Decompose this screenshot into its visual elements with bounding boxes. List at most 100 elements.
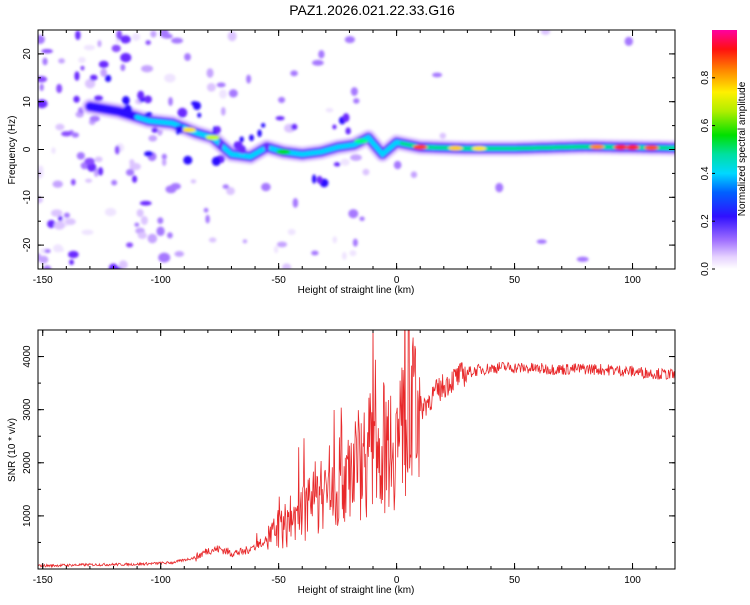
ridge-fragment [218, 141, 224, 149]
x-tick-label: -50 [271, 575, 286, 586]
noise-blob [150, 30, 157, 38]
noise-blob [114, 145, 120, 155]
ridge-fragment [177, 107, 188, 118]
noise-blob [131, 175, 138, 183]
x-tick-label: -50 [271, 275, 286, 286]
noise-blob [118, 260, 128, 269]
noise-blob [332, 236, 337, 244]
snr-panel: -150 -100 -50 0 50 100 1000 2000 3000 4000 Height… [7, 329, 676, 596]
noise-blob [161, 158, 167, 166]
ridge-fragment [104, 74, 112, 83]
x-tick-label: -150 [33, 575, 53, 586]
noise-blob [344, 36, 355, 44]
noise-blob [120, 52, 132, 63]
x-tick-label: 100 [624, 575, 641, 586]
noise-blob [38, 196, 43, 204]
noise-blob [167, 232, 173, 239]
noise-blob [97, 167, 104, 176]
ridge-fragment [137, 90, 145, 101]
noise-blob [439, 132, 447, 139]
noise-blob [156, 226, 165, 237]
spectrogram-ylabel: Frequency (Hz) [7, 116, 18, 185]
noise-blob [120, 64, 126, 72]
noise-blob [161, 153, 167, 160]
ridge-fragment [192, 101, 201, 111]
noise-blob [168, 96, 173, 107]
ridge-fragment [238, 145, 247, 154]
noise-blob [226, 187, 235, 196]
colorbar-tick-label: 0.2 [700, 214, 711, 228]
ridge-fragment [175, 125, 181, 135]
noise-blob [222, 184, 229, 189]
noise-blob [74, 71, 80, 81]
y-tick-label: 1000 [22, 504, 33, 527]
noise-blob [75, 30, 81, 41]
ridge-hotspot [613, 144, 628, 150]
noise-blob [261, 182, 271, 192]
ridge-fragment [144, 151, 154, 157]
x-tick-label: 0 [394, 275, 400, 286]
noise-blob [38, 76, 48, 83]
noise-blob [116, 30, 123, 40]
noise-blob [353, 98, 360, 104]
noise-blob [393, 160, 402, 170]
noise-blob [143, 95, 152, 104]
noise-blob [87, 162, 97, 172]
y-tick-label: 10 [22, 96, 33, 108]
noise-blob [139, 200, 152, 206]
noise-blob [216, 82, 226, 88]
noise-blob [318, 50, 325, 59]
ridge-fragment [291, 123, 298, 131]
noise-blob [145, 40, 151, 45]
x-tick-label: 50 [509, 575, 521, 586]
noise-blob [56, 83, 63, 94]
noise-blob [140, 215, 148, 225]
noise-blob [208, 237, 217, 243]
noise-blob [158, 252, 171, 263]
ridge-hotspot [354, 138, 369, 144]
noise-blob [219, 89, 227, 99]
colorbar-gradient [712, 30, 737, 269]
noise-blob [71, 132, 80, 138]
noise-blob [100, 68, 107, 77]
noise-blob [274, 245, 279, 254]
noise-blob [53, 244, 63, 253]
noise-blob [292, 197, 299, 208]
noise-blob [184, 53, 191, 61]
noise-blob [69, 259, 74, 265]
colorbar-label: Normalized spectral amplitude [737, 81, 748, 216]
ridge-fragment [311, 174, 317, 184]
noise-blob [362, 168, 370, 176]
noise-blob [57, 215, 63, 222]
ridge-fragment [263, 142, 270, 151]
noise-blob [70, 178, 76, 186]
colorbar-tick-label: 0.8 [700, 70, 711, 84]
noise-blob [495, 182, 504, 193]
noise-blob [61, 131, 72, 137]
noise-blob [276, 241, 288, 248]
noise-blob [350, 87, 358, 96]
x-tick-label: -100 [151, 275, 171, 286]
ridge-fragment [214, 125, 221, 135]
y-tick-label: -10 [22, 190, 33, 205]
spectrogram-xlabel: Height of straight line (km) [298, 285, 415, 296]
ridge-fragment [257, 129, 262, 138]
noise-blob [42, 57, 48, 66]
noise-blob [311, 250, 319, 256]
noise-blob [104, 207, 117, 217]
noise-blob [39, 83, 44, 92]
noise-blob [290, 70, 298, 77]
noise-blob [325, 107, 334, 113]
noise-blob [53, 221, 65, 230]
ridge-hotspot [276, 149, 291, 155]
ridge-hotspot [413, 144, 428, 150]
noise-blob [84, 78, 96, 89]
noise-blob [47, 219, 56, 229]
noise-blob [126, 242, 134, 248]
noise-blob [76, 152, 85, 160]
ridge-hotspot [181, 127, 196, 133]
noise-blob [341, 251, 347, 260]
noise-blob [78, 56, 86, 64]
